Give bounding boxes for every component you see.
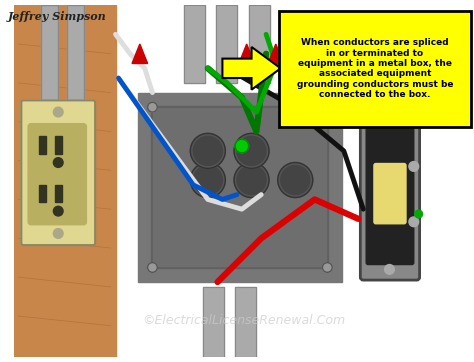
Bar (41, 5, 58, 131)
Circle shape (147, 262, 157, 272)
Circle shape (193, 165, 222, 195)
Bar (249, 5, 270, 83)
Bar (152, 106, 328, 269)
Circle shape (234, 134, 269, 168)
Circle shape (54, 158, 63, 167)
Bar (203, 287, 224, 357)
Circle shape (54, 228, 63, 238)
Bar (138, 93, 342, 282)
FancyBboxPatch shape (21, 100, 95, 245)
Bar (67, 5, 84, 131)
Circle shape (147, 102, 157, 112)
Circle shape (235, 139, 249, 153)
Bar (203, 287, 224, 357)
Bar (216, 5, 237, 83)
Circle shape (191, 134, 225, 168)
Bar (216, 5, 237, 83)
Bar (154, 108, 326, 266)
Polygon shape (268, 44, 283, 63)
Circle shape (409, 217, 419, 227)
Bar (183, 5, 205, 83)
Bar (235, 287, 256, 357)
Circle shape (281, 165, 310, 195)
Circle shape (54, 206, 63, 216)
Circle shape (54, 107, 63, 117)
Bar (67, 5, 84, 131)
Circle shape (322, 102, 332, 112)
Polygon shape (239, 44, 255, 63)
Text: When conductors are spliced
in or terminated to
equipment in a metal box, the
as: When conductors are spliced in or termin… (297, 38, 453, 99)
FancyBboxPatch shape (374, 164, 406, 224)
Bar (55, 136, 62, 154)
FancyBboxPatch shape (28, 124, 86, 176)
Bar (39, 185, 46, 202)
Polygon shape (222, 47, 281, 90)
FancyBboxPatch shape (360, 109, 419, 280)
Bar (183, 5, 205, 83)
Circle shape (237, 165, 266, 195)
Circle shape (237, 136, 266, 165)
Circle shape (384, 265, 394, 274)
Circle shape (278, 163, 313, 198)
Circle shape (409, 161, 419, 171)
Circle shape (322, 262, 332, 272)
Polygon shape (132, 44, 147, 63)
Bar (41, 5, 58, 131)
Bar (14, 5, 116, 357)
Circle shape (384, 115, 394, 125)
Text: Jeffrey Simpson: Jeffrey Simpson (8, 11, 107, 22)
FancyBboxPatch shape (279, 11, 471, 127)
Bar (235, 287, 256, 357)
Bar (55, 185, 62, 202)
FancyBboxPatch shape (28, 172, 86, 225)
Circle shape (193, 136, 222, 165)
Text: ©ElectricalLicenseRenewal.Com: ©ElectricalLicenseRenewal.Com (142, 314, 346, 327)
FancyBboxPatch shape (366, 125, 414, 265)
Bar (249, 5, 270, 83)
Circle shape (234, 163, 269, 198)
Circle shape (191, 163, 225, 198)
Bar (39, 136, 46, 154)
Circle shape (415, 210, 422, 218)
